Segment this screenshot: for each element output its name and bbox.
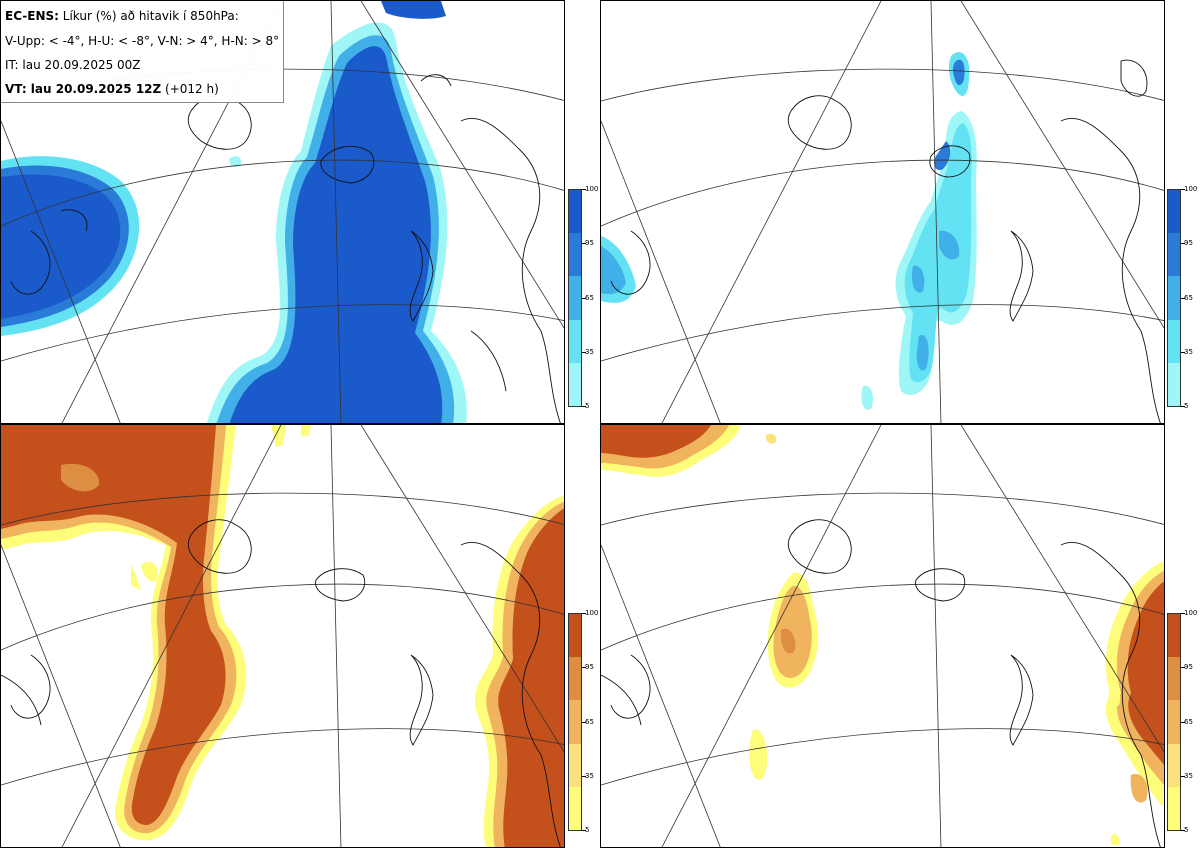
map-top-left xyxy=(1,1,564,423)
colorbar-tick-mark xyxy=(582,667,586,669)
probability-fill xyxy=(601,425,1164,845)
colorbar-tick-mark xyxy=(582,721,586,723)
colorbar-segment xyxy=(1168,233,1180,277)
threshold-text: V-Upp: < -4°, H-U: < -8°, V-N: > 4°, H-N… xyxy=(5,34,280,48)
title-description: Líkur (%) að hitavik í 850hPa: xyxy=(62,9,239,23)
colorbar-segment xyxy=(569,233,581,277)
colorbar-tick-label: 5 xyxy=(585,402,590,410)
colorbar-segment xyxy=(1168,276,1180,321)
coastlines xyxy=(1,519,561,847)
colorbar-tick-label: 100 xyxy=(1184,185,1198,193)
colorbar-tick-label: 100 xyxy=(585,609,599,617)
colorbar-tick-label: 35 xyxy=(585,771,594,780)
colorbar-tick-mark xyxy=(1181,667,1185,669)
colorbar-segment xyxy=(569,190,581,234)
valid-offset: (+012 h) xyxy=(165,82,219,96)
model-name: EC-ENS: xyxy=(5,9,59,23)
colorbar-bottom-right-orange xyxy=(1167,613,1181,831)
colorbar-tick-mark xyxy=(1181,613,1185,614)
colorbar-tick-label: 100 xyxy=(1184,609,1198,617)
colorbar-segment xyxy=(1168,614,1180,658)
probability-fill xyxy=(1,425,564,847)
colorbar-tick-label: 95 xyxy=(1184,663,1193,672)
coastlines xyxy=(610,59,1161,423)
colorbar-tick-mark xyxy=(582,775,586,777)
colorbar-tick-label: 35 xyxy=(1184,347,1193,356)
graticule xyxy=(601,1,1164,423)
colorbar-segment xyxy=(569,700,581,745)
colorbar-segment xyxy=(569,786,581,831)
valid-time: VT: lau 20.09.2025 12Z xyxy=(5,82,162,96)
colorbar-tick-label: 5 xyxy=(1184,402,1189,410)
colorbar-tick-label: 65 xyxy=(585,293,594,302)
colorbar-tick-mark xyxy=(582,243,586,245)
colorbar-segment xyxy=(1168,319,1180,364)
colorbar-tick-label: 5 xyxy=(1184,826,1189,834)
colorbar-segment xyxy=(1168,657,1180,701)
colorbar-tick-label: 95 xyxy=(585,239,594,248)
colorbar-tick-mark xyxy=(1181,775,1185,777)
colorbar-top-blue xyxy=(568,189,582,407)
colorbar-segment xyxy=(1168,362,1180,407)
colorbar-top-right-blue xyxy=(1167,189,1181,407)
colorbar-tick-mark xyxy=(582,830,586,831)
colorbar-tick-mark xyxy=(1181,830,1185,831)
colorbar-segment xyxy=(569,276,581,321)
colorbar-tick-label: 65 xyxy=(585,717,594,726)
probability-fill xyxy=(601,52,977,410)
graticule xyxy=(1,1,564,423)
colorbar-tick-mark xyxy=(582,297,586,299)
colorbar-tick-mark xyxy=(582,351,586,353)
colorbar-tick-mark xyxy=(582,189,586,190)
colorbar-tick-label: 5 xyxy=(585,826,590,834)
colorbar-bottom-orange xyxy=(568,613,582,831)
colorbar-tick-mark xyxy=(1181,243,1185,245)
map-top-right xyxy=(601,1,1164,423)
colorbar-tick-mark xyxy=(1181,406,1185,407)
colorbar-tick-label: 100 xyxy=(585,185,599,193)
colorbar-tick-mark xyxy=(1181,351,1185,353)
map-bottom-right xyxy=(601,425,1164,847)
colorbar-tick-mark xyxy=(1181,189,1185,190)
colorbar-tick-label: 65 xyxy=(1184,717,1193,726)
graticule xyxy=(1,425,564,847)
map-panel-bottom-right xyxy=(600,424,1165,848)
colorbar-tick-mark xyxy=(1181,297,1185,299)
coastlines xyxy=(601,519,1161,847)
colorbar-segment xyxy=(569,657,581,701)
map-panel-bottom-left xyxy=(0,424,565,848)
colorbar-tick-label: 95 xyxy=(585,663,594,672)
map-panel-top-left: EC-ENS: Líkur (%) að hitavik í 850hPa: V… xyxy=(0,0,565,424)
colorbar-segment xyxy=(1168,743,1180,788)
colorbar-tick-mark xyxy=(582,406,586,407)
colorbar-segment xyxy=(1168,786,1180,831)
graticule xyxy=(601,425,1164,847)
map-panel-top-right xyxy=(600,0,1165,424)
colorbar-tick-label: 35 xyxy=(585,347,594,356)
probability-fill xyxy=(1,1,467,423)
colorbar-tick-mark xyxy=(1181,721,1185,723)
coastlines xyxy=(10,74,561,423)
colorbar-segment xyxy=(1168,190,1180,234)
colorbar-segment xyxy=(569,614,581,658)
map-bottom-left xyxy=(1,425,564,847)
legend-title-box: EC-ENS: Líkur (%) að hitavik í 850hPa: V… xyxy=(1,1,284,103)
colorbar-segment xyxy=(569,362,581,407)
colorbar-tick-mark xyxy=(582,613,586,614)
colorbar-segment xyxy=(1168,700,1180,745)
colorbar-tick-label: 35 xyxy=(1184,771,1193,780)
colorbar-segment xyxy=(569,743,581,788)
colorbar-tick-label: 95 xyxy=(1184,239,1193,248)
initial-time: IT: lau 20.09.2025 00Z xyxy=(5,58,141,72)
colorbar-tick-label: 65 xyxy=(1184,293,1193,302)
colorbar-segment xyxy=(569,319,581,364)
